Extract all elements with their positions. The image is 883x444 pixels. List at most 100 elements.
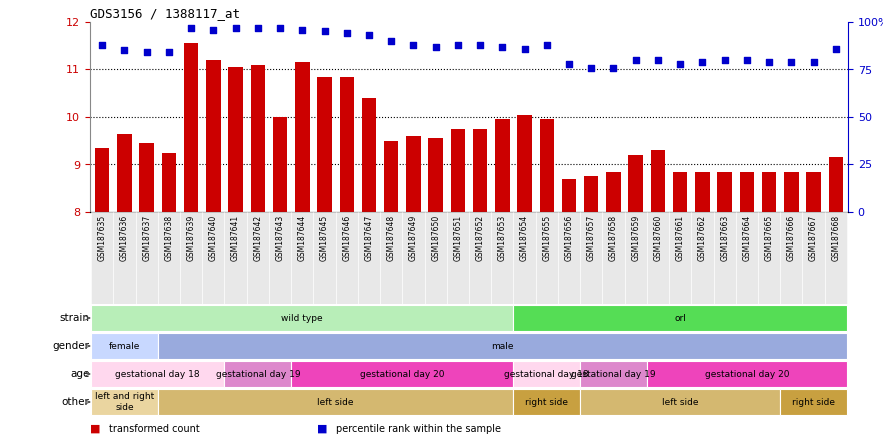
Text: GSM187644: GSM187644	[298, 215, 306, 261]
FancyBboxPatch shape	[91, 212, 113, 304]
FancyBboxPatch shape	[781, 389, 847, 415]
Bar	[540, 119, 554, 212]
FancyBboxPatch shape	[491, 212, 513, 304]
FancyBboxPatch shape	[713, 212, 736, 304]
Bar	[717, 172, 732, 212]
Text: wild type: wild type	[282, 313, 323, 322]
Text: age: age	[70, 369, 89, 379]
Bar	[473, 129, 487, 212]
Point	[428, 43, 442, 50]
Text: GSM187636: GSM187636	[120, 215, 129, 261]
FancyBboxPatch shape	[158, 333, 847, 359]
Bar	[406, 136, 420, 212]
FancyBboxPatch shape	[380, 212, 403, 304]
Point	[607, 64, 621, 71]
FancyBboxPatch shape	[736, 212, 758, 304]
Bar	[362, 98, 376, 212]
Text: ■: ■	[317, 424, 328, 434]
Point	[406, 41, 420, 48]
Bar	[295, 62, 310, 212]
Point	[318, 28, 332, 35]
Text: GSM187648: GSM187648	[387, 215, 396, 261]
Point	[651, 56, 665, 63]
Text: GSM187638: GSM187638	[164, 215, 173, 261]
Bar	[651, 150, 665, 212]
Point	[362, 32, 376, 39]
FancyBboxPatch shape	[781, 212, 803, 304]
Bar	[428, 139, 443, 212]
FancyBboxPatch shape	[358, 212, 380, 304]
Text: GSM187654: GSM187654	[520, 215, 529, 261]
Bar	[273, 117, 287, 212]
Text: male: male	[491, 341, 514, 350]
Point	[95, 41, 109, 48]
Text: gender: gender	[52, 341, 89, 351]
FancyBboxPatch shape	[825, 212, 847, 304]
FancyBboxPatch shape	[669, 212, 691, 304]
Text: GSM187637: GSM187637	[142, 215, 151, 261]
Point	[273, 24, 287, 31]
Text: GSM187650: GSM187650	[431, 215, 440, 261]
Text: transformed count: transformed count	[109, 424, 200, 434]
Bar	[184, 44, 199, 212]
Bar	[784, 172, 798, 212]
Text: GSM187659: GSM187659	[631, 215, 640, 261]
FancyBboxPatch shape	[513, 361, 580, 387]
FancyBboxPatch shape	[91, 389, 158, 415]
FancyBboxPatch shape	[558, 212, 580, 304]
Text: GSM187635: GSM187635	[98, 215, 107, 261]
FancyBboxPatch shape	[313, 212, 336, 304]
Text: GSM187666: GSM187666	[787, 215, 796, 261]
Bar	[607, 172, 621, 212]
Point	[540, 41, 554, 48]
FancyBboxPatch shape	[158, 389, 513, 415]
Text: other: other	[62, 397, 89, 407]
FancyBboxPatch shape	[336, 212, 358, 304]
FancyBboxPatch shape	[224, 212, 246, 304]
FancyBboxPatch shape	[180, 212, 202, 304]
Text: GSM187656: GSM187656	[564, 215, 574, 261]
Text: GSM187646: GSM187646	[343, 215, 351, 261]
Text: GSM187640: GSM187640	[209, 215, 218, 261]
Text: GSM187639: GSM187639	[186, 215, 196, 261]
Text: female: female	[109, 341, 140, 350]
FancyBboxPatch shape	[202, 212, 224, 304]
Point	[162, 49, 176, 56]
Point	[762, 58, 776, 65]
Point	[562, 60, 576, 67]
Bar	[629, 155, 643, 212]
Point	[829, 45, 843, 52]
Point	[229, 24, 243, 31]
FancyBboxPatch shape	[647, 212, 669, 304]
Text: GSM187652: GSM187652	[476, 215, 485, 261]
Text: GSM187664: GSM187664	[743, 215, 751, 261]
FancyBboxPatch shape	[91, 361, 224, 387]
Text: GSM187665: GSM187665	[765, 215, 774, 261]
Bar	[229, 67, 243, 212]
FancyBboxPatch shape	[158, 212, 180, 304]
FancyBboxPatch shape	[602, 212, 624, 304]
Bar	[251, 65, 265, 212]
FancyBboxPatch shape	[803, 212, 825, 304]
Text: GSM187651: GSM187651	[453, 215, 463, 261]
Bar	[340, 77, 354, 212]
FancyBboxPatch shape	[513, 212, 536, 304]
Point	[718, 56, 732, 63]
Text: gestational day 19: gestational day 19	[571, 369, 656, 378]
Text: GSM187642: GSM187642	[253, 215, 262, 261]
Point	[207, 26, 221, 33]
Text: GSM187662: GSM187662	[698, 215, 707, 261]
FancyBboxPatch shape	[91, 305, 513, 331]
Point	[585, 64, 599, 71]
Text: ■: ■	[90, 424, 101, 434]
Bar	[584, 176, 599, 212]
FancyBboxPatch shape	[580, 389, 781, 415]
Point	[806, 58, 820, 65]
Bar	[828, 157, 843, 212]
Point	[184, 24, 198, 31]
Point	[673, 60, 687, 67]
Text: gestational day 19: gestational day 19	[215, 369, 300, 378]
FancyBboxPatch shape	[224, 361, 291, 387]
Text: gestational day 18: gestational day 18	[116, 369, 200, 378]
Text: left side: left side	[662, 397, 698, 407]
